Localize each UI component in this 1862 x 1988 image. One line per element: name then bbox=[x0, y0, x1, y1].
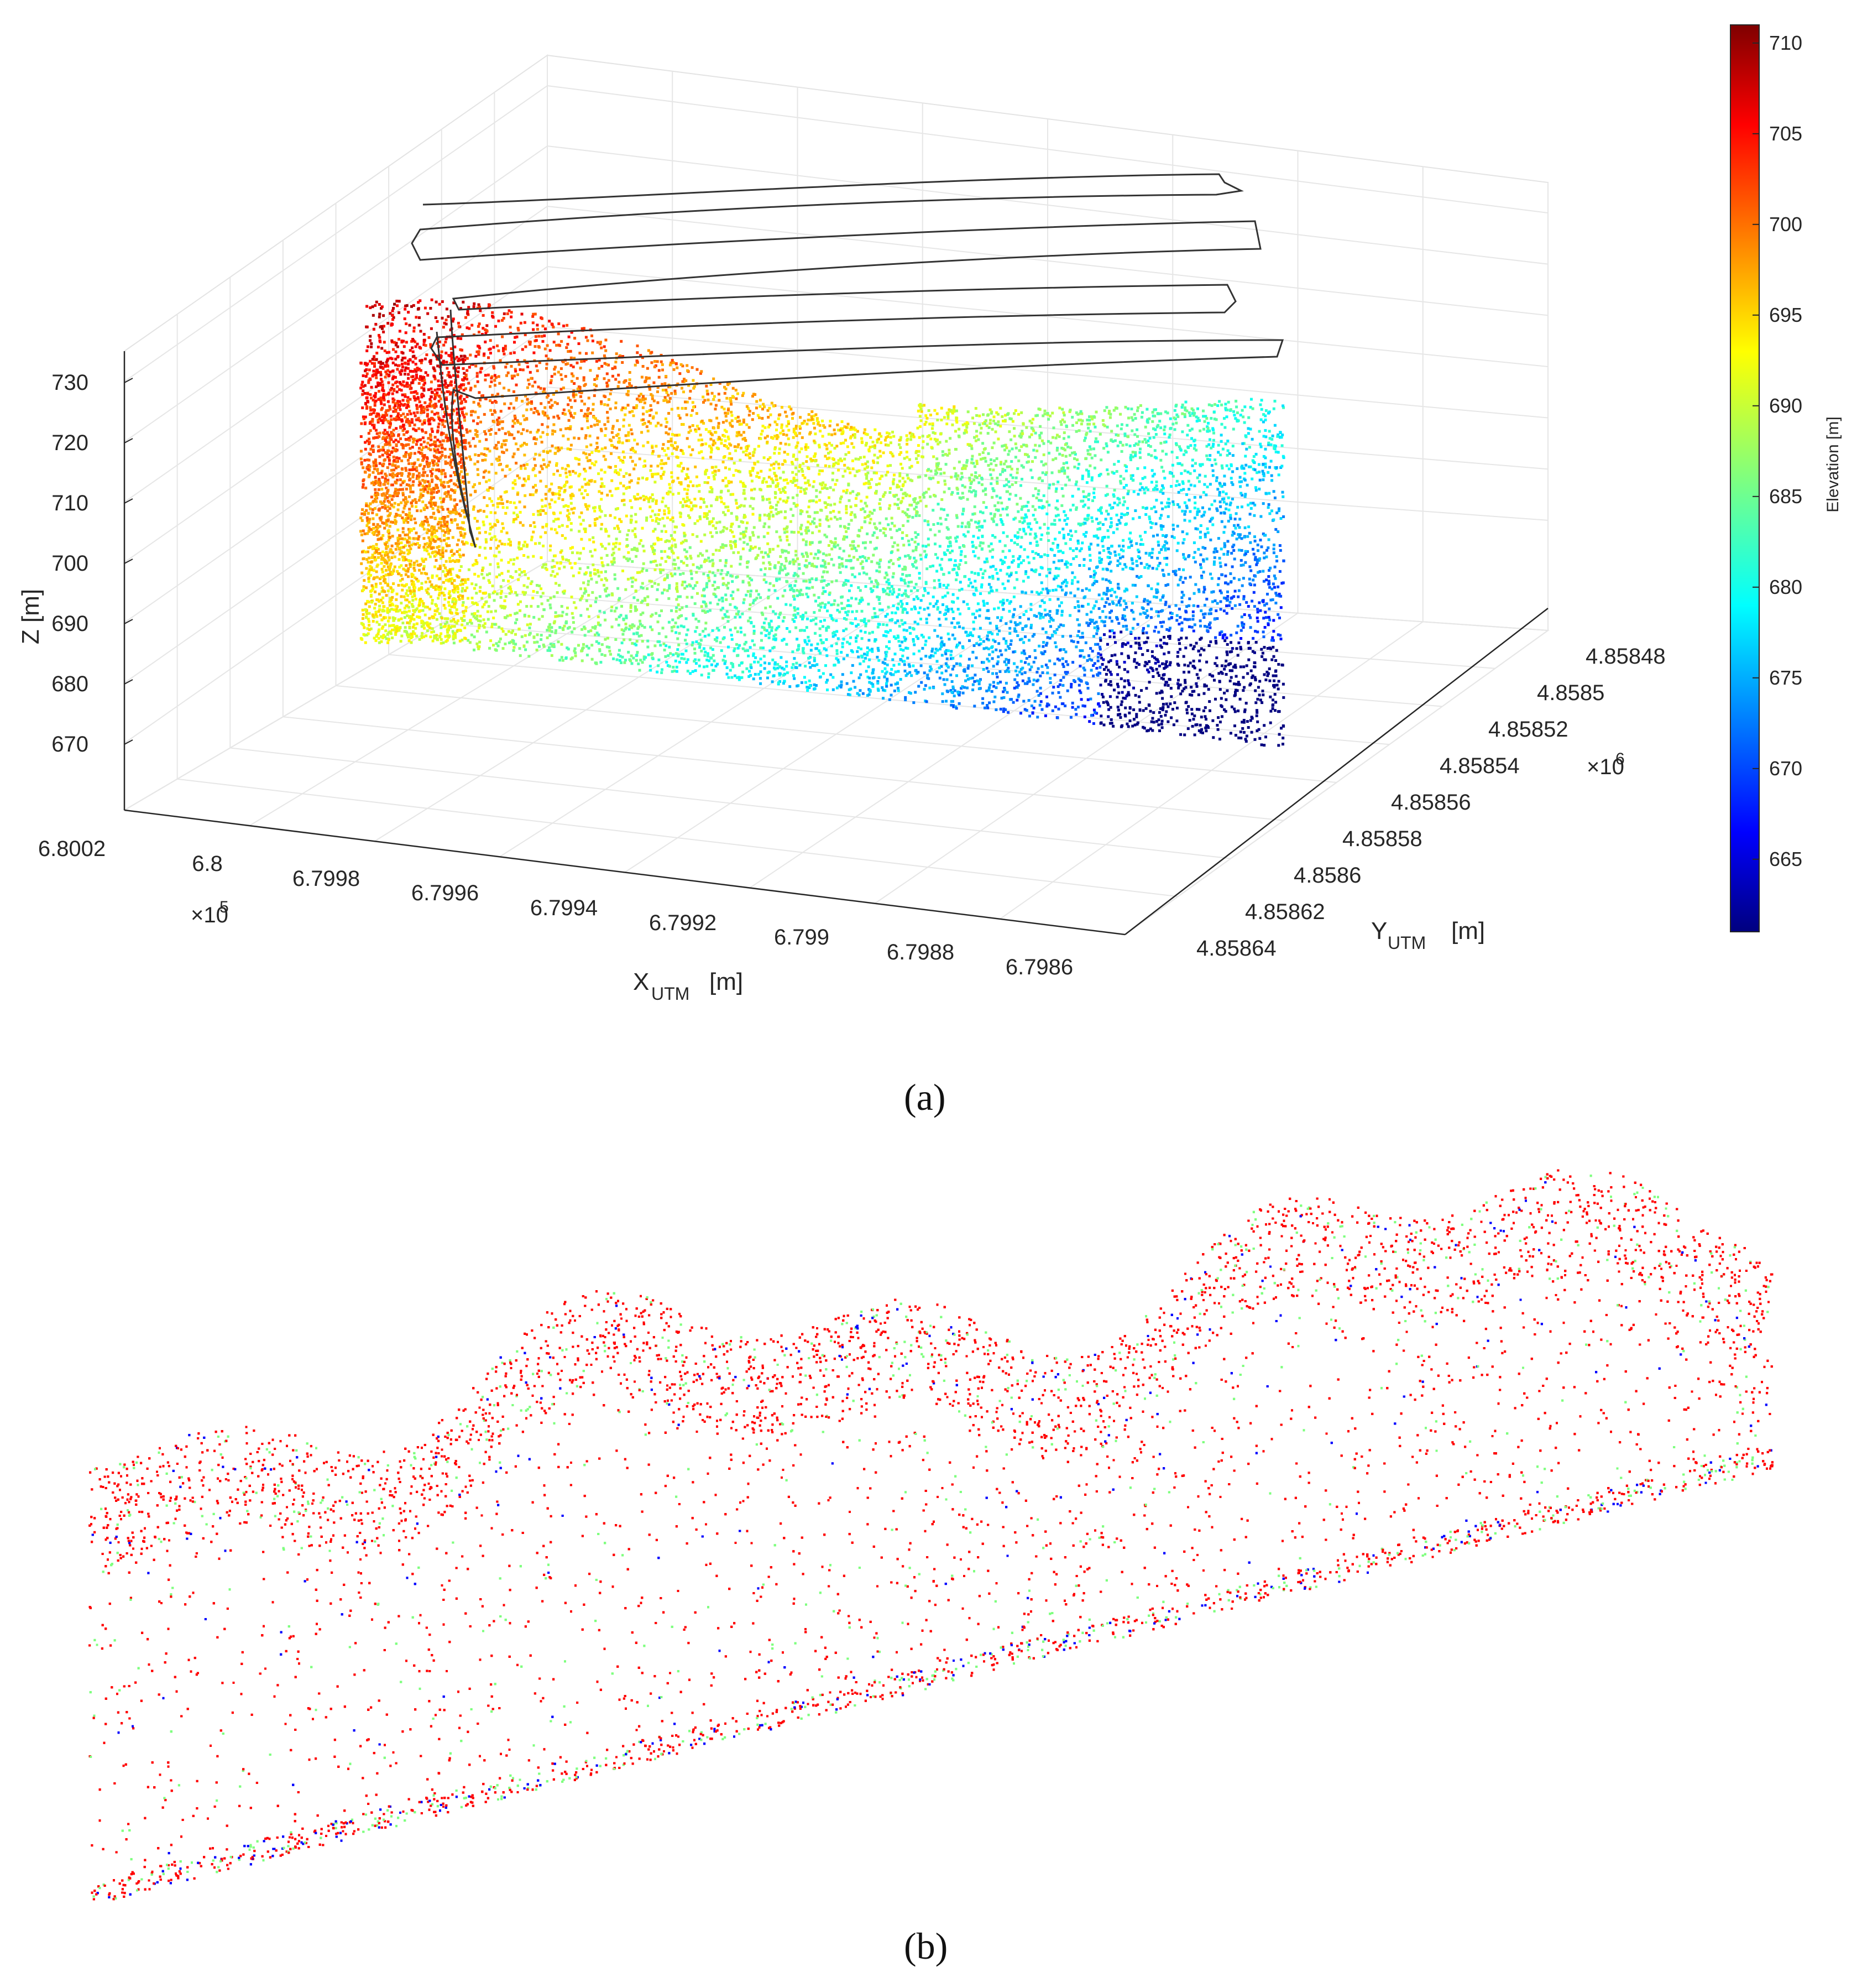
y-tick-label: 4.8586 bbox=[1294, 863, 1361, 888]
flight-trajectory bbox=[411, 173, 1284, 548]
grid-line-y bbox=[388, 166, 1390, 745]
z-tick-mark bbox=[124, 498, 133, 504]
colorbar-tick-label: 680 bbox=[1769, 576, 1802, 598]
y-tick-label: 4.85858 bbox=[1342, 827, 1422, 851]
grid-line-y bbox=[282, 240, 1284, 821]
grid-lines bbox=[124, 55, 1549, 935]
point-cloud-dots bbox=[359, 298, 1285, 747]
z-tick-label: 730 bbox=[51, 371, 88, 395]
x-tick-label: 6.8 bbox=[192, 852, 223, 876]
grid-line-y bbox=[176, 314, 1178, 898]
y-exponent-power: 6 bbox=[1615, 750, 1625, 768]
z-tick-label: 690 bbox=[51, 612, 88, 636]
y-tick-label: 4.85862 bbox=[1245, 900, 1325, 924]
x-tick-label: 6.7988 bbox=[887, 940, 954, 964]
z-tick-mark bbox=[124, 559, 133, 564]
y-tick-label: 4.85856 bbox=[1391, 790, 1471, 815]
colorbar-tick-label: 690 bbox=[1769, 394, 1802, 417]
colorbar-tick-label: 705 bbox=[1769, 122, 1802, 145]
y-exponent: ×10 6 bbox=[1587, 750, 1625, 779]
y-tick-label: 4.85854 bbox=[1440, 754, 1520, 778]
grid-line-x bbox=[499, 103, 923, 858]
x-tick-label: 6.8002 bbox=[38, 837, 106, 861]
y-axis-title-main: Y bbox=[1371, 917, 1387, 945]
z-tick-label: 710 bbox=[51, 491, 88, 515]
colorbar-ticks: 710 705 700 695 690 685 680 675 670 665 bbox=[1753, 32, 1802, 870]
x-exponent: ×10 5 bbox=[191, 898, 229, 927]
z-axis-title: Z [m] bbox=[17, 589, 44, 644]
y-tick-label: 4.8585 bbox=[1537, 681, 1604, 705]
colorbar-tick-label: 710 bbox=[1769, 32, 1802, 54]
grid-line-x bbox=[1000, 166, 1424, 920]
z-tick-mark bbox=[124, 378, 133, 383]
y-axis-ticks: 4.85848 4.8585 4.85852 4.85854 4.85856 4.8585… bbox=[1196, 644, 1666, 961]
colorbar-tick-label: 675 bbox=[1769, 666, 1802, 689]
grid-line-y bbox=[335, 203, 1337, 783]
grid-line-z bbox=[124, 85, 1549, 382]
caption-b: (b) bbox=[904, 1924, 948, 1968]
axis-lines bbox=[123, 351, 1549, 936]
point-cloud-b bbox=[88, 1169, 1774, 1901]
z-axis-ticks: 730 720 710 700 690 680 670 bbox=[51, 371, 133, 756]
x-axis-ticks: 6.8002 6.8 6.7998 6.7996 6.7994 6.7992 6.799 6.… bbox=[38, 837, 1073, 979]
axes-3d-grid bbox=[122, 54, 1550, 936]
z-tick-mark bbox=[124, 739, 133, 745]
grid-line-z bbox=[124, 386, 1549, 683]
x-axis-title-sub: UTM bbox=[651, 984, 689, 1004]
colorbar-tick-label: 670 bbox=[1769, 757, 1802, 780]
grid-line-z bbox=[124, 446, 1549, 744]
x-tick-label: 6.7994 bbox=[530, 896, 598, 920]
colorbar-gradient bbox=[1730, 24, 1760, 932]
x-tick-label: 6.7996 bbox=[411, 881, 479, 905]
chart-b bbox=[88, 1169, 1774, 1901]
z-tick-label: 700 bbox=[51, 551, 88, 576]
y-axis-title-sub: UTM bbox=[1388, 933, 1426, 953]
x-axis-title-main: X bbox=[633, 968, 649, 995]
caption-a: (a) bbox=[904, 1076, 945, 1119]
y-tick-label: 4.85848 bbox=[1586, 644, 1666, 669]
x-tick-label: 6.7992 bbox=[649, 911, 716, 935]
z-tick-label: 680 bbox=[51, 672, 88, 696]
grid-line-y bbox=[547, 55, 1549, 631]
x-axis-title-unit: [m] bbox=[709, 968, 743, 995]
grid-line-y bbox=[229, 277, 1231, 859]
z-tick-label: 720 bbox=[51, 431, 88, 455]
y-tick-label: 4.85864 bbox=[1196, 936, 1277, 961]
grid-line-z bbox=[124, 205, 1549, 503]
x-tick-label: 6.7998 bbox=[292, 867, 360, 891]
colorbar-tick-label: 685 bbox=[1769, 485, 1802, 508]
colorbar-label: Elevation [m] bbox=[1824, 416, 1842, 512]
point-cloud bbox=[359, 298, 1285, 747]
y-tick-label: 4.85852 bbox=[1488, 717, 1568, 742]
z-tick-mark bbox=[124, 438, 133, 443]
x-axis-title: X UTM [m] bbox=[633, 968, 743, 1004]
z-tick-mark bbox=[124, 679, 133, 685]
x-tick-label: 6.7986 bbox=[1006, 955, 1073, 979]
canopy-points bbox=[88, 1169, 1774, 1901]
colorbar: 710 705 700 695 690 685 680 675 670 665 Elevation… bbox=[1730, 24, 1842, 932]
z-tick-mark bbox=[124, 619, 133, 624]
grid-line-x bbox=[1124, 182, 1549, 935]
x-tick-label: 6.799 bbox=[774, 925, 829, 949]
x-exponent-power: 5 bbox=[219, 898, 229, 916]
y-axis-title-unit: [m] bbox=[1451, 917, 1485, 945]
grid-line-x bbox=[749, 134, 1174, 889]
colorbar-tick-label: 700 bbox=[1769, 213, 1802, 236]
grid-line-z bbox=[124, 326, 1549, 623]
grid-line-y bbox=[441, 129, 1442, 707]
colorbar-tick-label: 695 bbox=[1769, 304, 1802, 326]
colorbar-tick-label: 665 bbox=[1769, 848, 1802, 870]
y-exponent-base: ×10 bbox=[1587, 755, 1624, 779]
y-axis-title: Y UTM [m] bbox=[1371, 917, 1485, 953]
chart-a: 730 720 710 700 690 680 670 6.8002 6.8 6.7998 6.7… bbox=[17, 24, 1842, 1004]
x-exponent-base: ×10 bbox=[191, 903, 228, 927]
z-tick-label: 670 bbox=[51, 732, 88, 756]
